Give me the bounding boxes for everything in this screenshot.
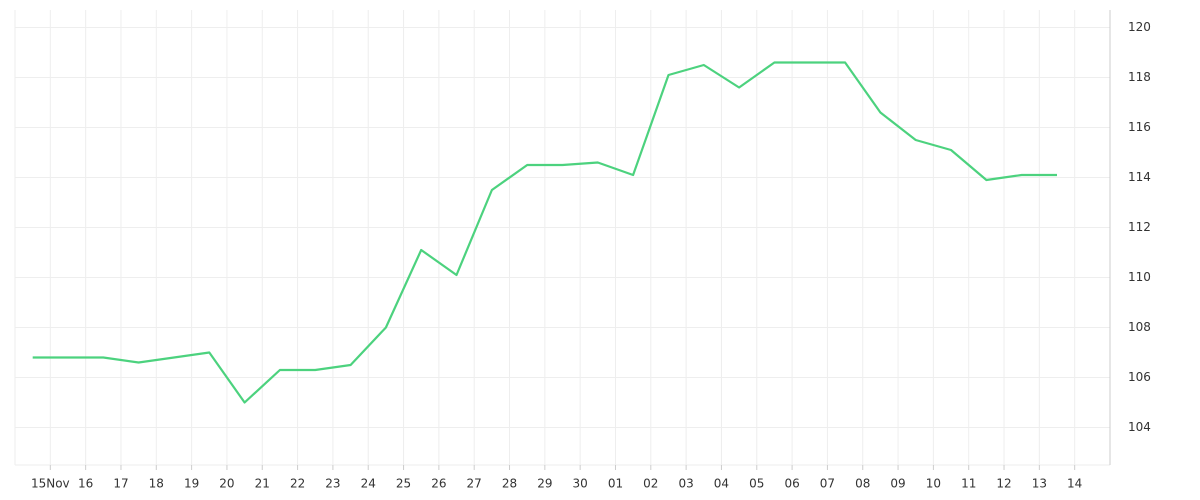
x-tick-label: 20 (219, 477, 234, 491)
x-tick-label: 29 (537, 477, 552, 491)
x-tick-label: 21 (255, 477, 270, 491)
x-tick-label: 30 (573, 477, 588, 491)
x-tick-label: 27 (467, 477, 482, 491)
x-tick-label: 03 (678, 477, 693, 491)
y-tick-label: 118 (1128, 70, 1151, 84)
x-tick-label: 18 (149, 477, 164, 491)
x-tick-label: 26 (431, 477, 446, 491)
x-tick-label: 17 (113, 477, 128, 491)
y-tick-label: 104 (1128, 420, 1151, 434)
x-tick-label: 10 (926, 477, 941, 491)
x-tick-label: 19 (184, 477, 199, 491)
x-tick-label: 14 (1067, 477, 1082, 491)
y-tick-label: 106 (1128, 370, 1151, 384)
x-tick-label: 24 (361, 477, 376, 491)
x-tick-label: 13 (1032, 477, 1047, 491)
y-tick-label: 108 (1128, 320, 1151, 334)
line-series (32, 61, 1057, 404)
x-tick-label: 28 (502, 477, 517, 491)
x-tick-label: 09 (890, 477, 905, 491)
x-tick-label: 05 (749, 477, 764, 491)
x-tick-label: 06 (784, 477, 799, 491)
x-tick-label: 25 (396, 477, 411, 491)
x-tick-label: 07 (820, 477, 835, 491)
y-tick-label: 110 (1128, 270, 1151, 284)
y-tick-label: 112 (1128, 220, 1151, 234)
x-tick-label: 16 (78, 477, 93, 491)
x-tick-label: 08 (855, 477, 870, 491)
x-tick-label: 22 (290, 477, 305, 491)
y-tick-label: 116 (1128, 120, 1151, 134)
x-tick-label: 23 (325, 477, 340, 491)
x-tick-label: 11 (961, 477, 976, 491)
x-tick-label: 04 (714, 477, 729, 491)
x-tick-label: 12 (996, 477, 1011, 491)
x-tick-label: 01 (608, 477, 623, 491)
y-tick-label: 114 (1128, 170, 1151, 184)
x-tick-label: 02 (643, 477, 658, 491)
y-tick-label: 120 (1128, 20, 1151, 34)
x-tick-label: 15Nov (31, 477, 70, 491)
